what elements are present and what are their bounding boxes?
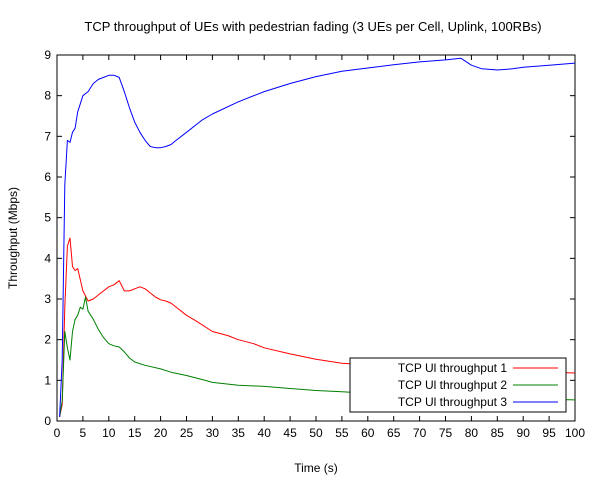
y-tick-label: 0	[44, 414, 51, 428]
y-axis: 0 1 2 3 4 5 6 7 8 9	[44, 48, 575, 428]
y-tick-label: 7	[44, 129, 51, 143]
x-tick-label: 5	[80, 426, 87, 440]
x-tick-label: 80	[465, 426, 479, 440]
x-tick-label: 0	[54, 426, 61, 440]
x-tick-label: 25	[180, 426, 194, 440]
x-tick-label: 85	[491, 426, 505, 440]
x-tick-label: 95	[542, 426, 556, 440]
x-tick-label: 65	[387, 426, 401, 440]
x-tick-label: 50	[309, 426, 323, 440]
y-tick-label: 8	[44, 89, 51, 103]
x-tick-label: 60	[361, 426, 375, 440]
y-axis-title: Throughput (Mbps)	[6, 187, 20, 289]
y-tick-label: 5	[44, 211, 51, 225]
y-tick-label: 4	[44, 251, 51, 265]
x-tick-label: 40	[258, 426, 272, 440]
y-tick-label: 9	[44, 48, 51, 62]
legend: TCP Ul throughput 1 TCP Ul throughput 2 …	[349, 357, 567, 413]
y-tick-label: 6	[44, 170, 51, 184]
x-tick-label: 70	[413, 426, 427, 440]
x-tick-label: 35	[232, 426, 246, 440]
y-tick-label: 2	[44, 333, 51, 347]
x-tick-label: 100	[565, 426, 585, 440]
x-tick-label: 15	[128, 426, 142, 440]
legend-label-1: TCP Ul throughput 1	[398, 361, 507, 375]
y-tick-label: 1	[44, 373, 51, 387]
x-tick-label: 55	[335, 426, 349, 440]
x-tick-label: 45	[283, 426, 297, 440]
x-tick-label: 10	[102, 426, 116, 440]
x-tick-label: 75	[439, 426, 453, 440]
x-tick-label: 30	[206, 426, 220, 440]
legend-label-3: TCP Ul throughput 3	[398, 395, 507, 409]
chart-title: TCP throughput of UEs with pedestrian fa…	[84, 19, 541, 34]
x-tick-label: 20	[154, 426, 168, 440]
x-axis: 0 5 10 15 20 25 30 35 40 45 50 55 60 65 70 75 80 85 90 95 10…	[54, 55, 585, 440]
legend-label-2: TCP Ul throughput 2	[398, 378, 507, 392]
y-tick-label: 3	[44, 292, 51, 306]
series-line-3	[59, 57, 576, 417]
x-tick-label: 90	[517, 426, 531, 440]
x-axis-title: Time (s)	[294, 461, 338, 475]
